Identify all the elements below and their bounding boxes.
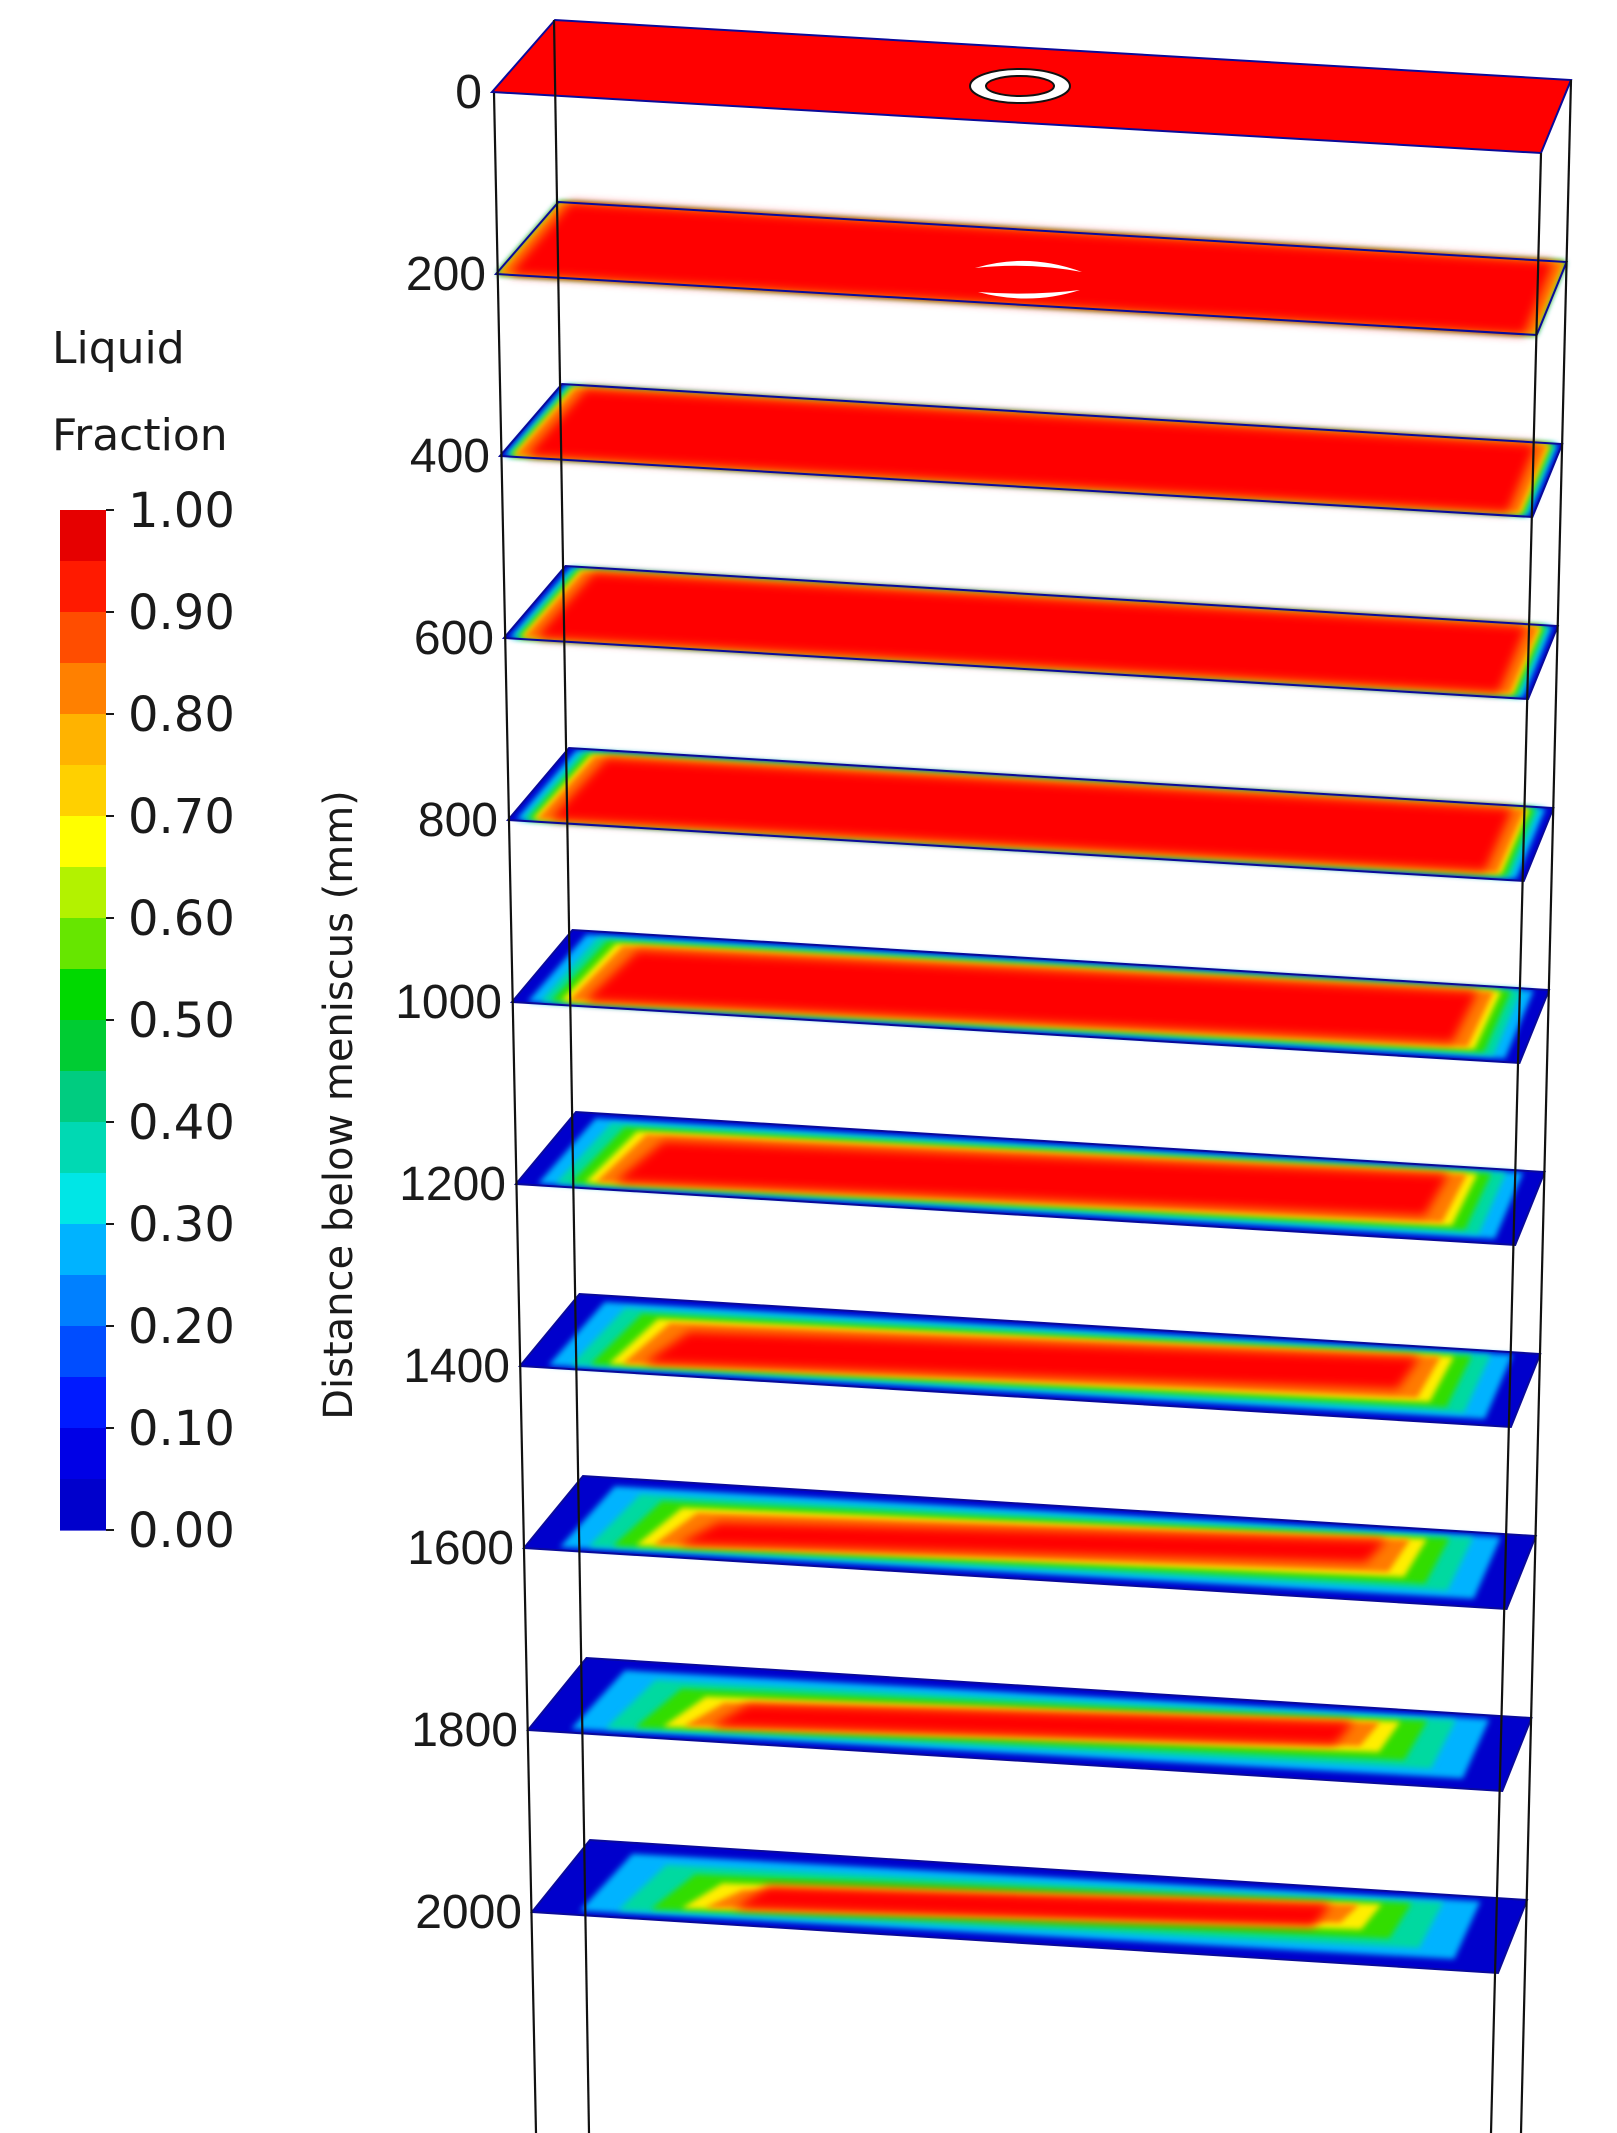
frame-line-front-right: [1489, 152, 1543, 2133]
frame-line-back-right: [1519, 79, 1573, 2133]
slice-liquid-core: [536, 572, 1527, 693]
depth-label: 400: [410, 430, 490, 483]
bounding-frame: [492, 19, 1573, 2133]
colorbar-segment: [60, 612, 106, 664]
inlet-ring-inner: [985, 75, 1055, 97]
axis-title: Distance below meniscus (mm): [316, 790, 362, 1420]
slice-liquid-core: [585, 950, 1478, 1043]
slice-liquid-core: [711, 1704, 1354, 1745]
legend-title-line1: Liquid: [52, 323, 185, 374]
slice-1400: 1400: [403, 1292, 1542, 1429]
frame-line-front-left: [552, 19, 591, 2133]
colorbar-ticks: 1.00 0.90 0.80 0.70 0.60 0.50 0.40 0.30 0.20 0.10…: [106, 483, 235, 1559]
colorbar-tick-label: 0.80: [128, 687, 235, 743]
slice-1000: 1000: [395, 928, 1551, 1065]
colorbar-tick-label: 0.00: [128, 1503, 235, 1559]
slice-400: 400: [410, 382, 1564, 519]
depth-label: 800: [418, 794, 498, 847]
colorbar-segment: [60, 867, 106, 919]
colorbar-segment: [60, 561, 106, 613]
colorbar-segment: [60, 1071, 106, 1123]
depth-label: 0: [455, 66, 482, 119]
colorbar-segment: [60, 969, 106, 1021]
colorbar-tick-label: 0.40: [128, 1095, 235, 1151]
colorbar-tick-label: 0.60: [128, 891, 235, 947]
colorbar-segment: [60, 1020, 106, 1072]
colorbar-segment: [60, 1479, 106, 1531]
depth-label: 1400: [403, 1340, 510, 1393]
colorbar: [60, 510, 106, 1531]
colorbar-segment: [60, 1122, 106, 1174]
slice-liquid-core: [733, 1886, 1331, 1927]
colorbar-segment: [60, 714, 106, 766]
depth-label: 200: [406, 248, 486, 301]
colorbar-segment: [60, 918, 106, 970]
colorbar-tick-label: 0.30: [128, 1197, 235, 1253]
slice-liquid-core: [509, 202, 1554, 335]
slice-liquid-core: [550, 758, 1513, 871]
colorbar-segment: [60, 1326, 106, 1378]
colorbar-segment: [60, 1173, 106, 1225]
slice-200: 200: [406, 200, 1569, 337]
colorbar-segment: [60, 816, 106, 868]
inlet-mark-upper: [975, 260, 1082, 272]
inlet-mark-lower: [978, 290, 1080, 299]
colorbar-segment: [60, 1275, 106, 1327]
slice-0: 0: [455, 18, 1573, 155]
slice-1600: 1600: [407, 1474, 1538, 1611]
slice-liquid-core: [678, 1522, 1387, 1563]
colorbar-segment: [60, 1428, 106, 1480]
slice-1800: 1800: [411, 1656, 1533, 1793]
colorbar-tick-label: 0.20: [128, 1299, 235, 1355]
legend-title-line2: Fraction: [52, 410, 228, 461]
slice-liquid-core: [615, 1141, 1449, 1216]
colorbar-tick-label: 1.00: [128, 483, 235, 539]
legend: Liquid Fraction 1.00 0.90 0.80 0.70 0.60 0.50…: [52, 323, 235, 1559]
slice-liquid-core: [644, 1331, 1420, 1389]
depth-label: 1800: [411, 1704, 518, 1757]
slice-2000: 2000: [415, 1838, 1529, 1975]
slice-1200: 1200: [399, 1110, 1547, 1247]
slices: 0 200 400 600 800 1000 1200 1400 1600 1800 2000: [395, 18, 1573, 1975]
colorbar-tick-label: 0.70: [128, 789, 235, 845]
colorbar-tick-label: 0.90: [128, 585, 235, 641]
colorbar-segment: [60, 1377, 106, 1429]
colorbar-segment: [60, 765, 106, 817]
colorbar-segment: [60, 510, 106, 562]
colorbar-tick-label: 0.10: [128, 1401, 235, 1457]
depth-label: 1600: [407, 1522, 514, 1575]
colorbar-segment: [60, 663, 106, 715]
frame-line-back-left: [492, 92, 538, 2133]
slice-liquid-core: [526, 389, 1537, 512]
depth-label: 1200: [399, 1158, 506, 1211]
colorbar-tick-label: 0.50: [128, 993, 235, 1049]
slice-800: 800: [418, 746, 1555, 883]
depth-label: 2000: [415, 1886, 522, 1939]
colorbar-segment: [60, 1224, 106, 1276]
depth-label: 600: [414, 612, 494, 665]
depth-label: 1000: [395, 976, 502, 1029]
slice-600: 600: [414, 564, 1560, 701]
